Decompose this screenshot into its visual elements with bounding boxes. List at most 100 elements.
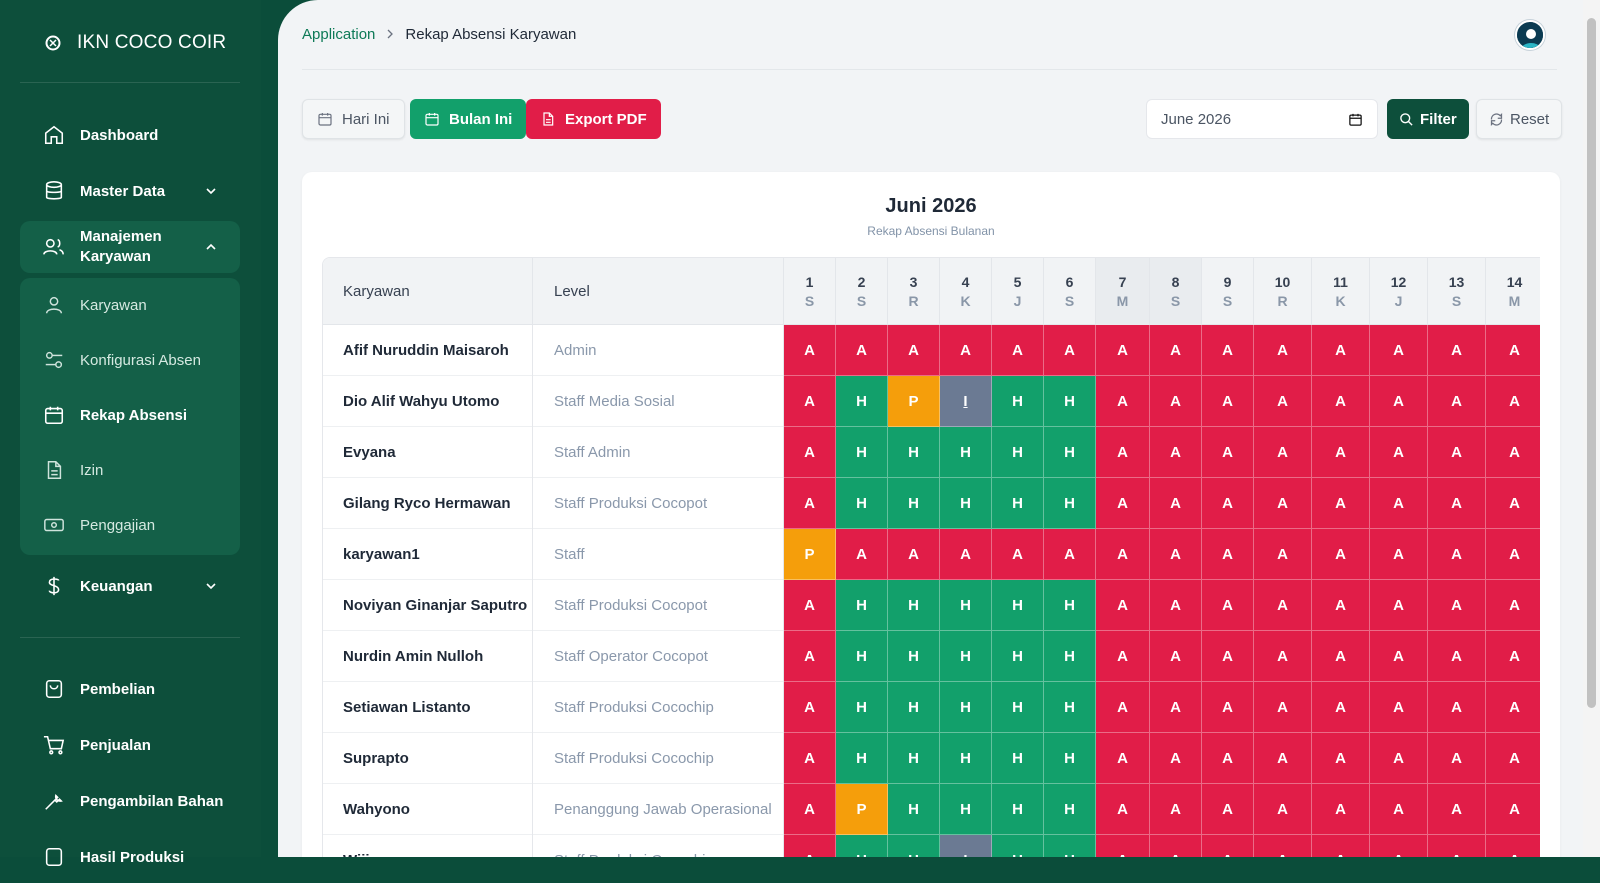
attendance-cell[interactable]: A — [1096, 478, 1150, 529]
attendance-cell[interactable]: A — [1254, 529, 1312, 580]
attendance-cell[interactable]: H — [992, 835, 1044, 857]
employee-name[interactable]: Setiawan Listanto — [323, 682, 533, 733]
calendar-icon[interactable] — [1348, 112, 1363, 127]
attendance-cell[interactable]: A — [1150, 376, 1202, 427]
attendance-cell[interactable]: A — [1370, 835, 1428, 857]
attendance-cell[interactable]: A — [1202, 427, 1254, 478]
attendance-cell[interactable]: A — [1312, 580, 1370, 631]
attendance-cell[interactable]: H — [1044, 376, 1096, 427]
attendance-cell[interactable]: A — [784, 580, 836, 631]
attendance-cell[interactable]: A — [1486, 325, 1540, 376]
attendance-cell[interactable]: A — [1096, 376, 1150, 427]
attendance-cell[interactable]: H — [1044, 733, 1096, 784]
attendance-cell[interactable]: A — [1486, 631, 1540, 682]
attendance-cell[interactable]: A — [1370, 682, 1428, 733]
attendance-cell[interactable]: A — [1312, 529, 1370, 580]
export-pdf-button[interactable]: Export PDF — [526, 99, 661, 139]
sidebar-item-dashboard[interactable]: Dashboard — [20, 109, 240, 161]
attendance-cell[interactable]: A — [992, 325, 1044, 376]
attendance-cell[interactable]: A — [1202, 529, 1254, 580]
attendance-cell[interactable]: A — [1150, 784, 1202, 835]
sidebar-item-hasil-produksi[interactable]: Hasil Produksi — [20, 831, 240, 883]
attendance-cell[interactable]: A — [1428, 784, 1486, 835]
brand[interactable]: IKN COCO COIR — [43, 28, 226, 58]
attendance-cell[interactable]: A — [1486, 784, 1540, 835]
attendance-cell[interactable]: A — [1202, 682, 1254, 733]
attendance-cell[interactable]: A — [1428, 682, 1486, 733]
attendance-cell[interactable]: A — [992, 529, 1044, 580]
avatar[interactable] — [1515, 20, 1545, 50]
sidebar-subitem-rekap-absensi[interactable]: Rekap Absensi — [20, 390, 240, 440]
attendance-cell[interactable]: H — [940, 733, 992, 784]
employee-name[interactable]: Nurdin Amin Nulloh — [323, 631, 533, 682]
attendance-cell[interactable]: A — [1428, 376, 1486, 427]
attendance-cell[interactable]: A — [784, 682, 836, 733]
attendance-cell[interactable]: H — [1044, 427, 1096, 478]
attendance-cell[interactable]: A — [1312, 682, 1370, 733]
employee-name[interactable]: Wahyono — [323, 784, 533, 835]
attendance-cell[interactable]: A — [784, 325, 836, 376]
attendance-cell[interactable]: A — [784, 784, 836, 835]
attendance-cell[interactable]: A — [1150, 682, 1202, 733]
sidebar-subitem-konfigurasi-absen[interactable]: Konfigurasi Absen — [20, 335, 240, 385]
attendance-cell[interactable]: A — [784, 631, 836, 682]
attendance-cell[interactable]: P — [888, 376, 940, 427]
attendance-cell[interactable]: A — [1254, 733, 1312, 784]
attendance-cell[interactable]: A — [1202, 478, 1254, 529]
attendance-cell[interactable]: A — [784, 427, 836, 478]
attendance-cell[interactable]: A — [940, 529, 992, 580]
attendance-cell[interactable]: A — [1096, 784, 1150, 835]
attendance-cell[interactable]: H — [992, 376, 1044, 427]
attendance-cell[interactable]: A — [1486, 835, 1540, 857]
attendance-cell[interactable]: A — [1312, 835, 1370, 857]
attendance-cell[interactable]: A — [1370, 784, 1428, 835]
attendance-cell[interactable]: A — [1254, 835, 1312, 857]
column-header-level[interactable]: Level — [533, 258, 784, 325]
attendance-cell[interactable]: A — [1486, 478, 1540, 529]
attendance-cell[interactable]: A — [1150, 580, 1202, 631]
attendance-cell[interactable]: A — [1370, 529, 1428, 580]
attendance-cell[interactable]: A — [1486, 682, 1540, 733]
sidebar-item-keuangan[interactable]: Keuangan — [20, 560, 240, 612]
attendance-cell[interactable]: A — [1254, 325, 1312, 376]
attendance-cell[interactable]: A — [784, 478, 836, 529]
attendance-cell[interactable]: A — [1096, 835, 1150, 857]
attendance-cell[interactable]: I — [940, 835, 992, 857]
employee-name[interactable]: Wijiyono — [323, 835, 533, 857]
sidebar-item-master-data[interactable]: Master Data — [20, 165, 240, 217]
attendance-cell[interactable]: P — [836, 784, 888, 835]
attendance-cell[interactable]: A — [1312, 376, 1370, 427]
attendance-cell[interactable]: H — [888, 682, 940, 733]
scrollbar[interactable] — [1583, 0, 1600, 857]
attendance-cell[interactable]: H — [836, 835, 888, 857]
attendance-cell[interactable]: H — [888, 580, 940, 631]
attendance-cell[interactable]: H — [836, 427, 888, 478]
attendance-cell[interactable]: A — [1428, 427, 1486, 478]
attendance-cell[interactable]: A — [1370, 325, 1428, 376]
attendance-cell[interactable]: A — [1150, 529, 1202, 580]
attendance-cell[interactable]: P — [784, 529, 836, 580]
attendance-cell[interactable]: A — [1150, 427, 1202, 478]
attendance-cell[interactable]: H — [940, 427, 992, 478]
attendance-cell[interactable]: A — [1150, 733, 1202, 784]
employee-name[interactable]: Gilang Ryco Hermawan — [323, 478, 533, 529]
sidebar-item-manajemen-karyawan[interactable]: Manajemen Karyawan — [20, 221, 240, 273]
attendance-cell[interactable]: H — [1044, 682, 1096, 733]
attendance-cell[interactable]: A — [940, 325, 992, 376]
attendance-cell[interactable]: A — [1370, 733, 1428, 784]
attendance-cell[interactable]: A — [1254, 427, 1312, 478]
attendance-cell[interactable]: H — [1044, 835, 1096, 857]
attendance-cell[interactable]: H — [1044, 478, 1096, 529]
attendance-cell[interactable]: A — [1150, 478, 1202, 529]
attendance-cell[interactable]: A — [1370, 478, 1428, 529]
attendance-cell[interactable]: A — [1096, 529, 1150, 580]
attendance-cell[interactable]: A — [888, 529, 940, 580]
breadcrumb-link-application[interactable]: Application — [302, 26, 376, 43]
attendance-cell[interactable]: H — [940, 478, 992, 529]
attendance-cell[interactable]: A — [1096, 580, 1150, 631]
attendance-cell[interactable]: H — [888, 835, 940, 857]
attendance-cell[interactable]: H — [836, 580, 888, 631]
sidebar-subitem-karyawan[interactable]: Karyawan — [20, 280, 240, 330]
attendance-cell[interactable]: A — [836, 529, 888, 580]
attendance-cell[interactable]: H — [888, 631, 940, 682]
